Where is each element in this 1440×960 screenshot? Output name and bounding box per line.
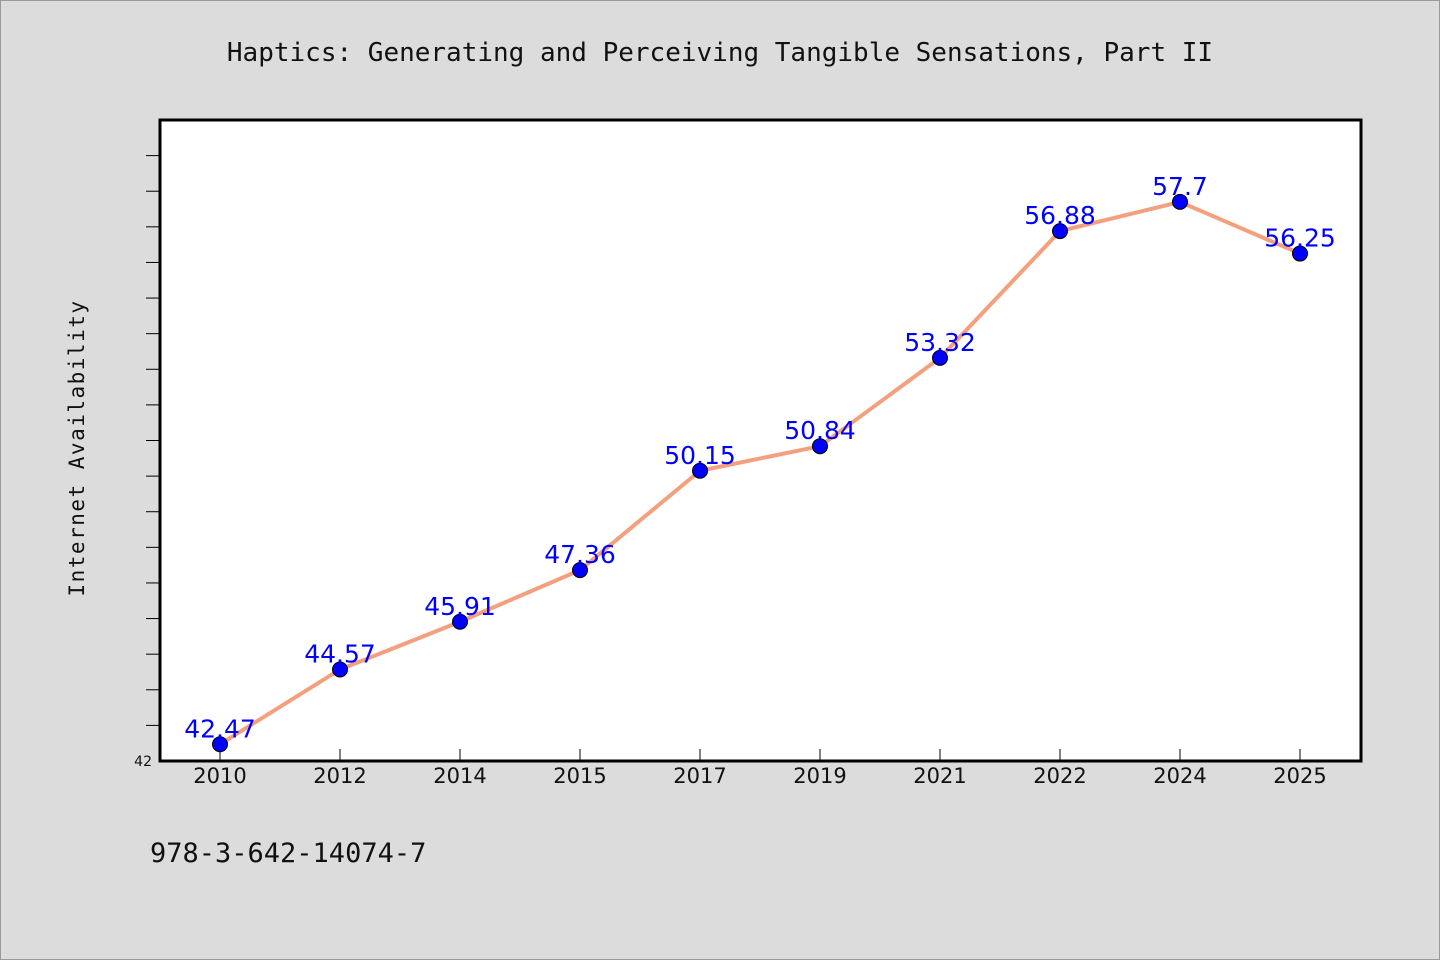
plot-area	[158, 118, 1363, 763]
y-axis-ticks: 42	[134, 155, 160, 770]
data-label: 57.7	[1152, 172, 1208, 201]
data-point	[812, 438, 828, 455]
data-label: 50.15	[664, 441, 736, 470]
data-point	[212, 736, 228, 753]
data-point	[692, 462, 708, 479]
x-axis-ticks: 2010 2012 2014 2015 2017 2019 2021 2022 2024 2025	[193, 749, 1327, 788]
data-point	[1052, 223, 1068, 240]
x-tick-label: 2019	[793, 764, 846, 788]
series-group: 42.47 44.57 45.91 47.36 50.15 50.84 53.32 56.88…	[184, 172, 1336, 753]
data-label: 44.57	[304, 639, 376, 668]
x-tick-label: 2022	[1033, 764, 1086, 788]
x-tick-label: 2024	[1153, 764, 1206, 788]
data-label: 56.88	[1024, 201, 1096, 230]
data-label: 42.47	[184, 714, 256, 743]
x-tick-label: 2012	[313, 764, 366, 788]
data-label: 53.32	[904, 328, 976, 357]
isbn-text: 978-3-642-14074-7	[150, 838, 426, 869]
data-point	[1292, 245, 1308, 262]
data-point	[572, 562, 588, 579]
y-axis-label: Internet Availability	[65, 299, 89, 596]
x-tick-label: 2021	[913, 764, 966, 788]
data-label: 56.25	[1264, 224, 1336, 253]
x-tick-label: 2017	[673, 764, 726, 788]
data-label: 47.36	[544, 540, 616, 569]
data-point	[332, 661, 348, 678]
data-point	[932, 349, 948, 366]
series-line	[218, 199, 1301, 746]
x-tick-label: 2025	[1273, 764, 1326, 788]
x-tick-label: 2014	[433, 764, 486, 788]
x-tick-label: 2015	[553, 764, 606, 788]
y-tick-label: 42	[134, 754, 152, 770]
data-label: 50.84	[784, 416, 856, 445]
data-point	[1172, 193, 1188, 210]
data-point	[452, 613, 468, 630]
chart-title: Haptics: Generating and Perceiving Tangi…	[227, 38, 1213, 68]
x-tick-label: 2010	[193, 764, 246, 788]
data-label: 45.91	[424, 592, 496, 621]
